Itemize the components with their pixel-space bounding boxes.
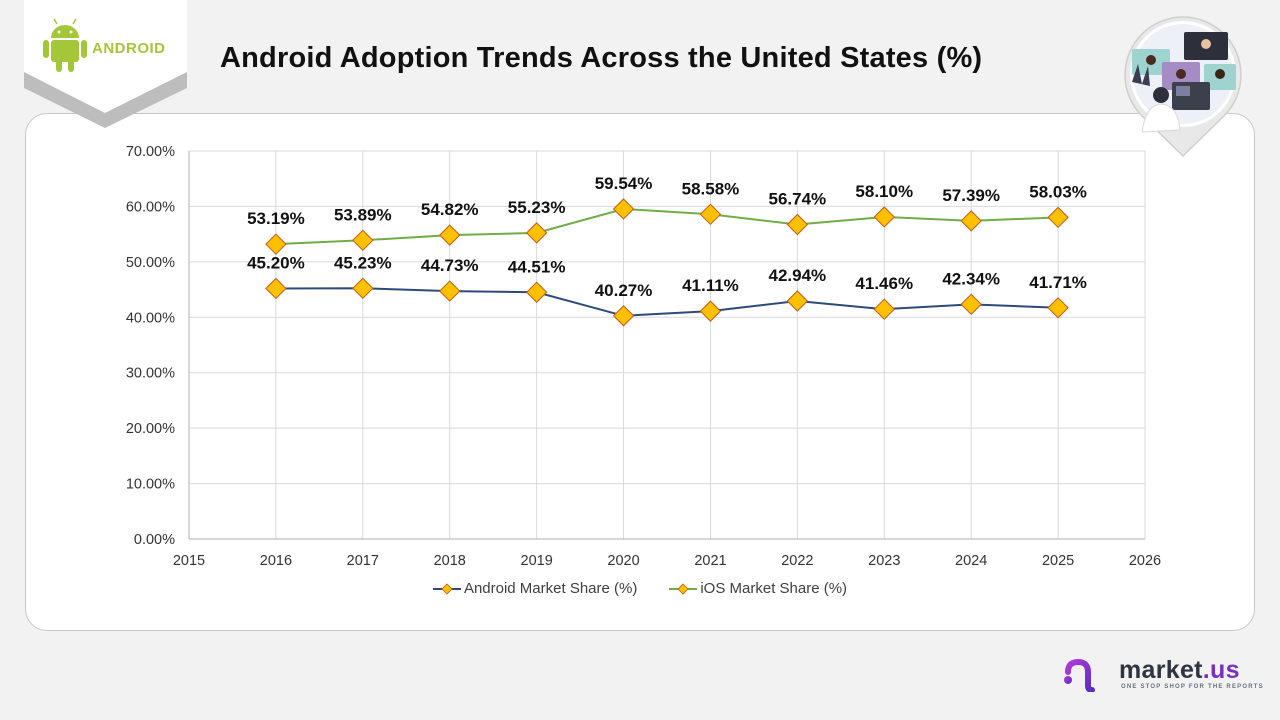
ios-series-line (275, 207, 1059, 246)
y-tick-label: 70.00% (126, 144, 175, 160)
android-data-label: 41.46% (855, 274, 913, 293)
market-us-logo-icon (1064, 658, 1111, 693)
ios-data-label: 53.89% (334, 205, 392, 224)
android-data-label: 41.11% (682, 276, 739, 295)
telehealth-illustration-pin (1124, 16, 1242, 158)
legend-label-ios: iOS Market Share (%) (700, 580, 848, 597)
android-data-label: 40.27% (595, 281, 653, 300)
ios-data-point (612, 198, 635, 220)
android-data-point (699, 300, 722, 322)
android-data-label: 41.71% (1029, 273, 1087, 292)
x-tick-label: 2016 (260, 553, 292, 569)
android-data-point (439, 280, 461, 302)
x-tick-label: 2023 (868, 553, 900, 569)
android-data-point (525, 281, 548, 303)
ios-data-label: 53.19% (247, 209, 305, 228)
android-data-point (960, 293, 982, 316)
legend-item-ios[interactable]: iOS Market Share (%) (669, 580, 847, 597)
brand-tagline: ONE STOP SHOP FOR THE REPORTS (1121, 684, 1264, 690)
ios-data-point (786, 213, 809, 236)
brand-tld: .us (1202, 656, 1240, 684)
x-tick-label: 2020 (607, 553, 639, 569)
y-tick-label: 20.00% (126, 421, 175, 437)
android-data-point (612, 305, 635, 327)
x-tick-label: 2018 (434, 553, 466, 569)
android-data-label: 45.20% (247, 253, 305, 272)
x-tick-label: 2026 (1129, 553, 1161, 569)
x-tick-label: 2021 (694, 553, 726, 569)
brand-name: market.us (1119, 656, 1240, 685)
android-data-point (1047, 297, 1069, 319)
android-data-label: 44.51% (508, 257, 566, 276)
android-data-label: 42.94% (769, 266, 827, 285)
data-labels: 45.20% 45.23% 44.73% 44.51% 40.27% 41.11% 42.9… (247, 174, 1087, 300)
ios-data-label: 56.74% (769, 189, 827, 208)
android-data-point (873, 298, 895, 320)
x-tick-label: 2022 (781, 553, 813, 569)
android-data-label: 42.34% (942, 269, 1000, 288)
x-tick-label: 2015 (173, 553, 205, 569)
ios-data-point (265, 233, 287, 255)
x-tick-label: 2019 (521, 553, 553, 569)
market-us-brand: market.us ONE STOP SHOP FOR THE REPORTS (1062, 656, 1264, 694)
ios-data-point (699, 203, 722, 226)
legend-ios-marker-icon (669, 582, 698, 595)
ios-data-point (525, 222, 548, 244)
y-tick-label: 60.00% (126, 199, 175, 215)
android-wordmark: ANDROID (92, 40, 166, 57)
series-markers (265, 198, 1069, 327)
y-tick-label: 30.00% (126, 366, 175, 382)
ios-data-label: 58.10% (855, 182, 913, 201)
ios-data-label: 59.54% (595, 174, 653, 193)
android-data-point (265, 277, 287, 300)
ios-data-label: 54.82% (421, 200, 479, 219)
ios-data-point (873, 206, 895, 228)
ios-data-label: 55.23% (508, 198, 566, 217)
ios-data-label: 58.03% (1029, 182, 1087, 201)
android-data-label: 44.73% (421, 256, 479, 275)
android-data-label: 45.23% (334, 253, 392, 272)
android-robot-icon (43, 18, 87, 72)
ios-data-point (1047, 206, 1069, 229)
android-data-point (786, 290, 809, 312)
y-tick-label: 50.00% (126, 255, 175, 271)
x-tick-label: 2024 (955, 553, 987, 569)
legend-item-android[interactable]: Android Market Share (%) (432, 580, 638, 597)
y-tick-label: 0.00% (134, 532, 175, 548)
ios-data-label: 57.39% (942, 186, 1000, 205)
page-title: Android Adoption Trends Across the Unite… (220, 42, 983, 74)
android-series-line (275, 287, 1059, 317)
ios-data-label: 58.58% (682, 179, 740, 198)
ios-data-point (439, 224, 461, 246)
legend-label-android: Android Market Share (%) (463, 580, 638, 597)
series-lines (275, 207, 1059, 317)
y-tick-label: 10.00% (126, 477, 175, 493)
legend-android-marker-icon (432, 582, 461, 595)
ios-data-point (960, 210, 982, 232)
x-tick-label: 2025 (1042, 553, 1074, 569)
android-logo-badge: ANDROID (24, 0, 187, 128)
brand-name-text: market (1119, 656, 1203, 684)
x-tick-label: 2017 (347, 553, 379, 569)
android-data-point (352, 277, 374, 300)
axes: 0.00% 10.00% 20.00% 30.00% 40.00% 50.00% 60.00… (126, 144, 1161, 569)
chart-card (25, 113, 1255, 631)
y-tick-label: 40.00% (126, 310, 175, 326)
grid-lines (188, 150, 1146, 540)
ios-data-point (352, 229, 374, 252)
chart-legend: Android Market Share (%) iOS Market Shar… (0, 580, 1280, 597)
